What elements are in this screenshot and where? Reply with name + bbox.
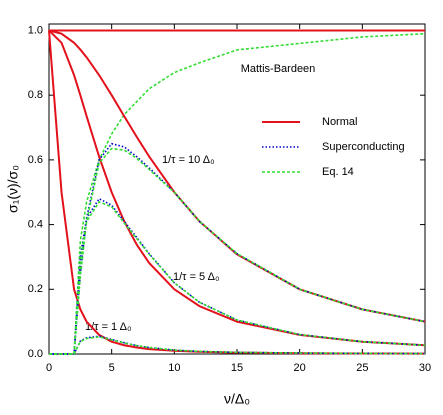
x-axis-label: ν/Δ₀: [224, 391, 250, 407]
annotation: Mattis-Bardeen: [241, 63, 316, 75]
x-tick-label: 25: [356, 362, 368, 374]
y-tick-label: 0.8: [28, 89, 43, 101]
y-tick-label: 0.6: [28, 154, 43, 166]
series-line: [49, 197, 426, 355]
x-tick-label: 10: [168, 362, 180, 374]
x-tick-label: 5: [109, 362, 115, 374]
x-tick-label: 20: [294, 362, 306, 374]
series-line: [49, 32, 426, 355]
series-line: [49, 147, 426, 355]
y-tick-label: 0.4: [28, 218, 43, 230]
y-tick-label: 0.0: [28, 348, 43, 360]
x-tick-label: 0: [46, 362, 52, 374]
series-line: [49, 336, 426, 355]
legend-label: Superconducting: [322, 141, 405, 153]
y-tick-label: 1.0: [28, 24, 43, 36]
y-axis-label: σ₁(ν)/σ₀: [5, 165, 21, 213]
series-line: [48, 29, 426, 323]
annotation: 1/τ = 1 Δ₀: [85, 321, 132, 333]
series-line: [48, 29, 426, 347]
series-line: [48, 30, 426, 355]
annotation: 1/τ = 10 Δ₀: [162, 154, 215, 166]
legend-label: Normal: [322, 116, 357, 128]
plot-frame: [48, 23, 426, 355]
y-tick-label: 0.2: [28, 283, 43, 295]
series-line: [49, 200, 426, 355]
x-tick-label: 15: [231, 362, 243, 374]
x-tick-label: 30: [419, 362, 431, 374]
legend-label: Eq. 14: [322, 166, 354, 178]
annotation: 1/τ = 5 Δ₀: [173, 271, 220, 283]
